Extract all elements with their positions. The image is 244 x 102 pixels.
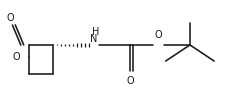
Text: O: O <box>6 13 14 23</box>
Text: N: N <box>91 34 98 44</box>
Text: O: O <box>127 76 134 86</box>
Text: O: O <box>12 52 20 62</box>
Text: H: H <box>92 27 99 37</box>
Text: O: O <box>155 30 162 40</box>
